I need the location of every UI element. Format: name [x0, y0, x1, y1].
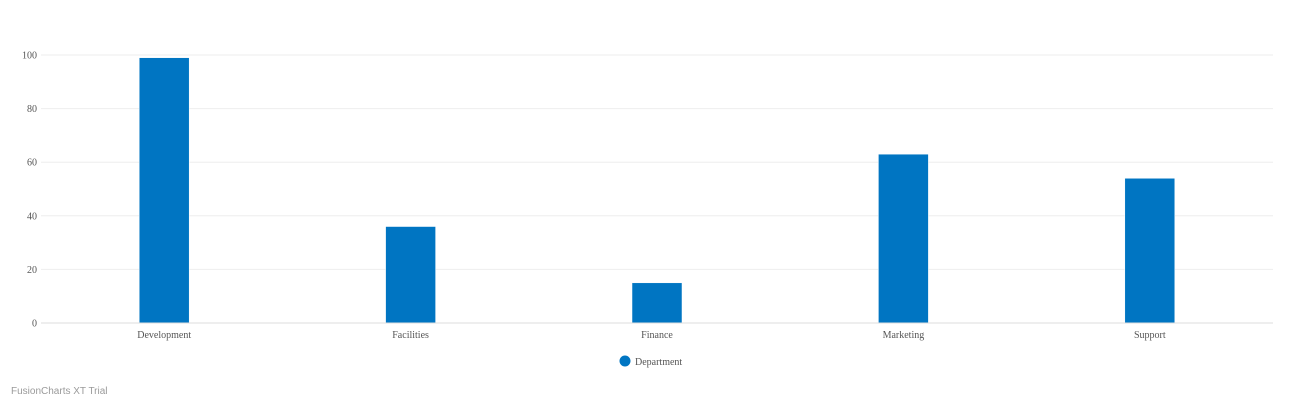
legend-marker[interactable] — [619, 355, 631, 367]
x-tick-label: Finance — [641, 330, 673, 341]
bar[interactable] — [138, 57, 190, 324]
y-tick-label: 20 — [27, 265, 37, 276]
x-tick-label: Facilities — [392, 330, 429, 341]
y-tick-label: 40 — [27, 211, 37, 222]
legend[interactable]: Department — [619, 355, 683, 369]
watermark: FusionCharts XT Trial — [11, 386, 108, 397]
y-tick-label: 80 — [27, 104, 37, 115]
bars — [138, 57, 1176, 324]
bar[interactable] — [385, 226, 436, 324]
bar[interactable] — [878, 153, 929, 324]
y-tick-label: 60 — [27, 158, 37, 169]
bar[interactable] — [1124, 178, 1176, 324]
grid-lines — [41, 54, 1273, 270]
legend-label[interactable]: Department — [635, 357, 682, 368]
y-tick-label: 100 — [22, 51, 37, 62]
bar[interactable] — [631, 282, 683, 324]
x-tick-label: Support — [1134, 330, 1166, 341]
y-axis-ticks: 0 20 40 60 80 100 — [22, 51, 37, 330]
x-tick-label: Marketing — [883, 330, 925, 341]
y-tick-label: 0 — [32, 319, 37, 330]
x-axis-labels: Development Facilities Finance Marketing Sup… — [137, 330, 1166, 341]
x-tick-label: Development — [137, 330, 191, 341]
